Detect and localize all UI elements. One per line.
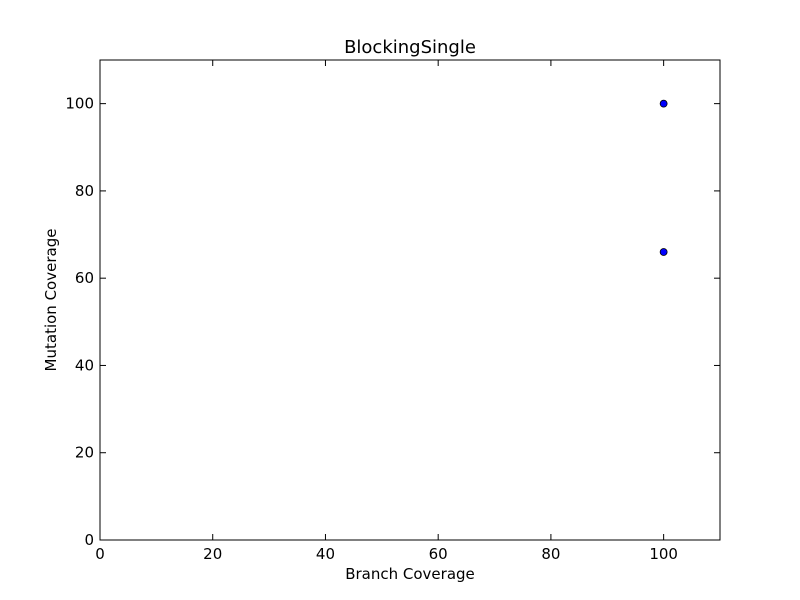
data-points [659,99,668,256]
y-axis-label: Mutation Coverage [42,229,60,372]
x-tick-label: 0 [95,545,105,563]
x-tick-label: 80 [541,545,560,563]
data-point [659,248,668,256]
data-point [659,99,668,108]
chart-title: BlockingSingle [344,37,476,58]
x-tick-label: 20 [203,545,222,563]
plot-frame [99,59,721,541]
y-tick-label: 0 [84,531,94,549]
x-tick-label: 100 [649,545,678,563]
y-tick-label: 80 [75,182,94,200]
plot-area [99,59,721,541]
x-axis-label: Branch Coverage [345,565,475,583]
x-axis: 0 20 40 60 80 100 [95,60,678,563]
y-tick-label: 40 [75,356,94,374]
x-tick-label: 60 [429,545,448,563]
y-axis: 0 20 40 60 80 100 [65,95,720,549]
y-tick-label: 60 [75,269,94,287]
y-tick-label: 20 [75,444,94,462]
x-tick-label: 40 [316,545,335,563]
y-tick-label: 100 [65,95,94,113]
